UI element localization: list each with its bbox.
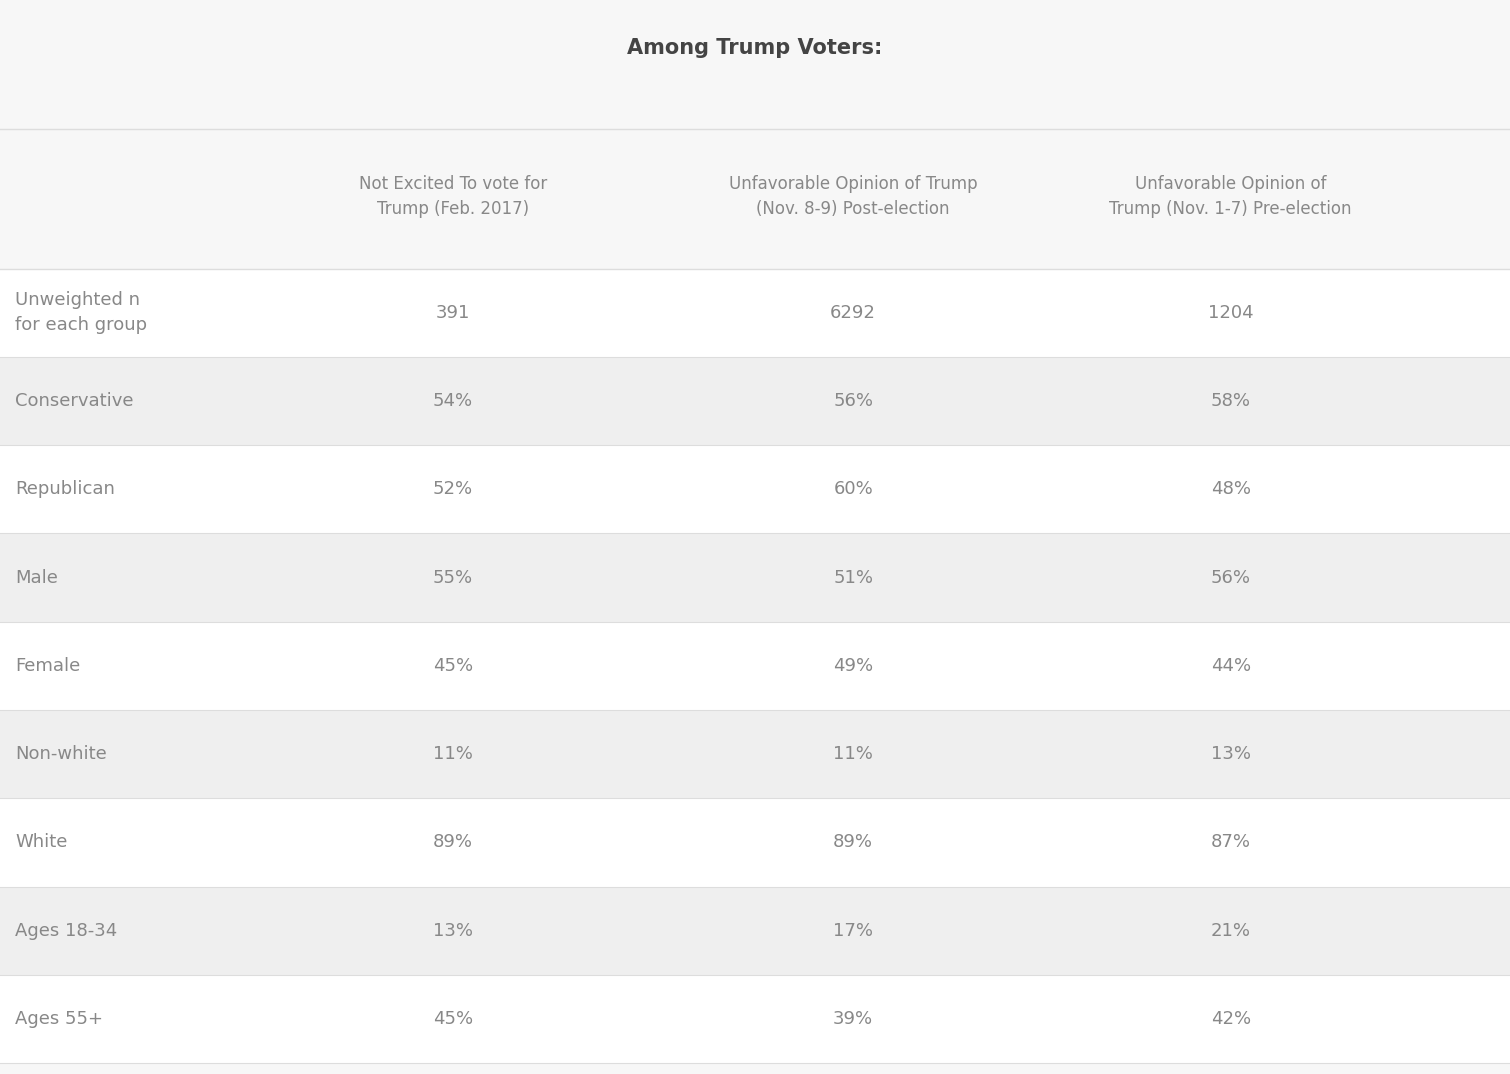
Text: 21%: 21% [1211,921,1250,940]
Bar [0,622,1510,710]
Text: 39%: 39% [834,1011,873,1028]
Text: 87%: 87% [1211,833,1250,852]
Text: Republican: Republican [15,480,115,498]
Text: 11%: 11% [834,745,873,764]
Text: 42%: 42% [1211,1011,1250,1028]
Text: Unfavorable Opinion of Trump
(Nov. 8-9) Post-election: Unfavorable Opinion of Trump (Nov. 8-9) … [729,174,977,218]
Text: White: White [15,833,68,852]
Text: 56%: 56% [1211,568,1250,586]
Text: Ages 55+: Ages 55+ [15,1011,103,1028]
Text: 56%: 56% [834,392,873,410]
Text: 6292: 6292 [831,304,876,321]
Text: 48%: 48% [1211,480,1250,498]
Text: 44%: 44% [1211,657,1250,674]
Bar [0,798,1510,887]
Text: 13%: 13% [1211,745,1250,764]
Text: 89%: 89% [433,833,473,852]
Text: 51%: 51% [834,568,873,586]
Text: 58%: 58% [1211,392,1250,410]
Text: Non-white: Non-white [15,745,107,764]
Bar [0,710,1510,798]
Text: Male: Male [15,568,57,586]
Text: 89%: 89% [834,833,873,852]
Text: 49%: 49% [834,657,873,674]
Text: Ages 18-34: Ages 18-34 [15,921,118,940]
Bar [0,268,1510,357]
Text: 45%: 45% [433,657,473,674]
Text: 391: 391 [436,304,470,321]
Text: 52%: 52% [433,480,473,498]
Text: Female: Female [15,657,80,674]
Text: Conservative: Conservative [15,392,133,410]
Text: Unweighted n
for each group: Unweighted n for each group [15,291,146,334]
Bar [0,975,1510,1063]
Text: 17%: 17% [834,921,873,940]
Text: 1204: 1204 [1208,304,1253,321]
Text: 13%: 13% [433,921,473,940]
Text: 54%: 54% [433,392,473,410]
Bar [0,534,1510,622]
Bar [0,887,1510,975]
Text: Among Trump Voters:: Among Trump Voters: [627,38,883,58]
Text: 45%: 45% [433,1011,473,1028]
Bar [0,357,1510,445]
Text: 11%: 11% [433,745,473,764]
Text: 60%: 60% [834,480,873,498]
Bar [0,445,1510,534]
Text: Unfavorable Opinion of
Trump (Nov. 1-7) Pre-election: Unfavorable Opinion of Trump (Nov. 1-7) … [1110,174,1351,218]
Text: Not Excited To vote for
Trump (Feb. 2017): Not Excited To vote for Trump (Feb. 2017… [359,174,547,218]
Text: 55%: 55% [433,568,473,586]
